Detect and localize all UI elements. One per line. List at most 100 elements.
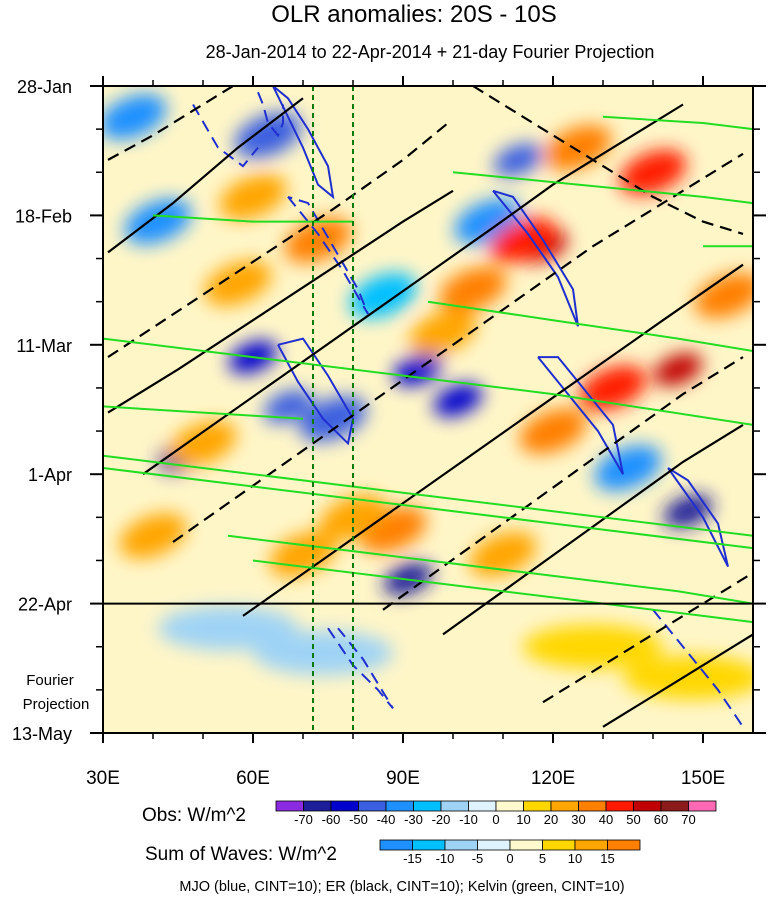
kelvin-contour: [103, 337, 753, 426]
kelvin-contour: [103, 467, 753, 550]
obs-blob: [694, 272, 753, 319]
obs-blob: [493, 143, 543, 177]
legend-level-label: -40: [377, 812, 396, 827]
kelvin-contours: [103, 115, 753, 624]
legend-level-label: 50: [626, 812, 640, 827]
legend-swatch: [495, 800, 524, 812]
er-contour: [472, 86, 744, 235]
legend-level-label: 5: [539, 851, 546, 866]
legend-swatch: [523, 800, 552, 812]
legend-level-label: -30: [404, 812, 423, 827]
obs-blob: [409, 309, 477, 356]
legend-level-label: 20: [544, 812, 558, 827]
chart-title: OLR anomalies: 20S - 10S: [271, 1, 556, 28]
legend-level-label: 0: [492, 812, 499, 827]
legend-swatch: [633, 800, 662, 812]
mjo-contour: [257, 91, 284, 138]
legend-level-label: -20: [432, 812, 451, 827]
obs-blob: [433, 383, 483, 417]
legend-level-label: 10: [568, 851, 582, 866]
er-contour: [242, 263, 744, 617]
legend-swatch: [542, 839, 576, 851]
y-tick-label: 18-Feb: [15, 206, 72, 226]
legend-swatch: [385, 800, 414, 812]
y-tick-label: 11-Mar: [16, 336, 72, 356]
y-tick-label: 1-Apr: [28, 465, 72, 485]
y-tick-label: 13-May: [12, 724, 72, 744]
obs-blob: [663, 494, 713, 528]
legend-swatch: [477, 839, 511, 851]
legend-swatch: [468, 800, 497, 812]
legend-swatch: [605, 800, 634, 812]
legend-level-label: -60: [322, 812, 341, 827]
obs-blob: [469, 531, 537, 577]
obs-blob: [349, 272, 417, 319]
mjo-contour: [277, 337, 355, 446]
x-tick-label: 60E: [236, 768, 270, 789]
forecast-blob: [523, 624, 663, 669]
chart-subtitle: 28-Jan-2014 to 22-Apr-2014 + 21-day Four…: [206, 42, 655, 62]
kelvin-contour: [103, 405, 304, 420]
legend-swatch: [444, 839, 478, 851]
x-tick-label: 150E: [681, 768, 725, 789]
legend-swatch: [440, 800, 469, 812]
y-tick-label: 22-Apr: [18, 595, 72, 615]
obs-blob: [169, 420, 237, 466]
legend-swatch: [574, 839, 608, 851]
obs-blob: [204, 260, 272, 306]
legend-level-label: 30: [571, 812, 585, 827]
er-contour: [442, 423, 744, 636]
legend-swatch: [379, 839, 413, 851]
obs-blob: [234, 112, 302, 158]
legend-swatch: [578, 800, 607, 812]
plot-frame: [102, 85, 754, 734]
obs-blob: [439, 266, 507, 312]
legend-swatch: [303, 800, 332, 812]
forecast-label-line2: Projection: [23, 696, 90, 713]
legend-level-label: -50: [349, 812, 368, 827]
legend-level-label: 40: [599, 812, 613, 827]
legend-swatch: [509, 839, 543, 851]
er-contour: [602, 633, 753, 728]
legend-swatch: [330, 800, 359, 812]
plot-area: [103, 86, 753, 733]
legend-level-label: 15: [600, 851, 614, 866]
legend-level-label: -5: [472, 851, 484, 866]
x-tick-label: 90E: [386, 768, 420, 789]
legend-swatch: [413, 800, 442, 812]
er-contour: [382, 356, 744, 611]
obs-blob: [519, 408, 587, 454]
chart-caption: MJO (blue, CINT=10); ER (black, CINT=10)…: [179, 879, 624, 895]
legend-swatch: [550, 800, 579, 812]
kelvin-contour: [103, 454, 753, 537]
obs-blob: [124, 198, 192, 245]
er-contour: [107, 189, 454, 414]
legend-level-label: -15: [403, 851, 422, 866]
legend-swatch: [688, 800, 717, 812]
legend-level-label: -10: [459, 812, 478, 827]
mjo-contour: [192, 103, 259, 168]
kelvin-contour: [452, 171, 753, 205]
legend-swatch: [412, 839, 446, 851]
mjo-contour: [652, 609, 744, 728]
mjo-contour: [492, 189, 579, 327]
kelvin-contour: [152, 214, 353, 223]
legend-level-label: 0: [506, 851, 513, 866]
obs-legend-label: Obs: W/m^2: [142, 805, 246, 826]
obs-blob: [579, 365, 647, 411]
kelvin-contour: [227, 534, 753, 605]
legend-swatch: [607, 839, 641, 851]
obs-blob: [103, 94, 167, 140]
kelvin-contour: [427, 300, 753, 352]
obs-blob: [263, 389, 313, 423]
legend-level-label: -10: [436, 851, 455, 866]
forecast-label-line1: Fourier: [26, 672, 74, 689]
obs-blob: [619, 149, 687, 195]
obs-blob: [594, 445, 662, 491]
kelvin-contour: [602, 115, 753, 131]
obs-blob: [219, 174, 287, 220]
forecast-field: [158, 606, 753, 700]
obs-legend: Obs: W/m^2 -70 -60 -50 -40 -30 -20 -10 0 10 20 30 4…: [142, 800, 717, 827]
legend-level-label: -70: [294, 812, 313, 827]
